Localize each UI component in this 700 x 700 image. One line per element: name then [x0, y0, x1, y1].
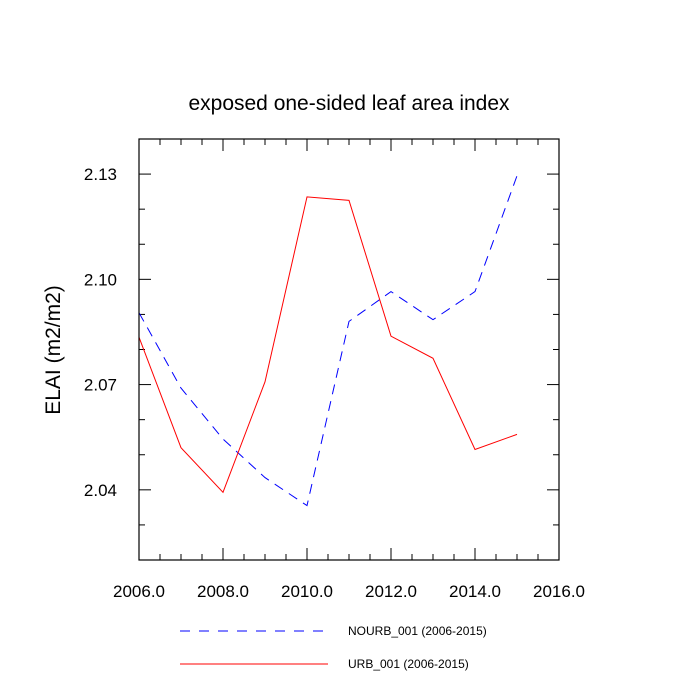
axis-ticks — [138, 138, 560, 561]
y-tick-label: 2.10 — [84, 270, 117, 289]
x-tick-label: 2006.0 — [113, 582, 165, 601]
plot-frame — [138, 138, 560, 561]
x-tick-label: 2012.0 — [365, 582, 417, 601]
series-line-urb — [138, 196, 518, 494]
y-tick-label: 2.07 — [84, 376, 117, 395]
y-tick-label: 2.13 — [84, 165, 117, 184]
legend: NOURB_001 (2006-2015) URB_001 (2006-2015) — [180, 624, 487, 671]
series-group — [138, 175, 518, 507]
tick-labels: 2006.0 2008.0 2010.0 2012.0 2014.0 2016.0 2.04… — [84, 165, 585, 601]
legend-label: NOURB_001 (2006-2015) — [348, 624, 487, 638]
y-axis-label: ELAI (m2/m2) — [42, 285, 65, 415]
x-tick-label: 2010.0 — [281, 582, 333, 601]
series-line-nourb — [138, 175, 518, 507]
x-tick-label: 2008.0 — [197, 582, 249, 601]
legend-label: URB_001 (2006-2015) — [348, 657, 469, 671]
y-tick-label: 2.04 — [84, 481, 117, 500]
x-tick-label: 2014.0 — [449, 582, 501, 601]
chart-title: exposed one-sided leaf area index — [188, 92, 510, 115]
x-tick-label: 2016.0 — [533, 582, 585, 601]
